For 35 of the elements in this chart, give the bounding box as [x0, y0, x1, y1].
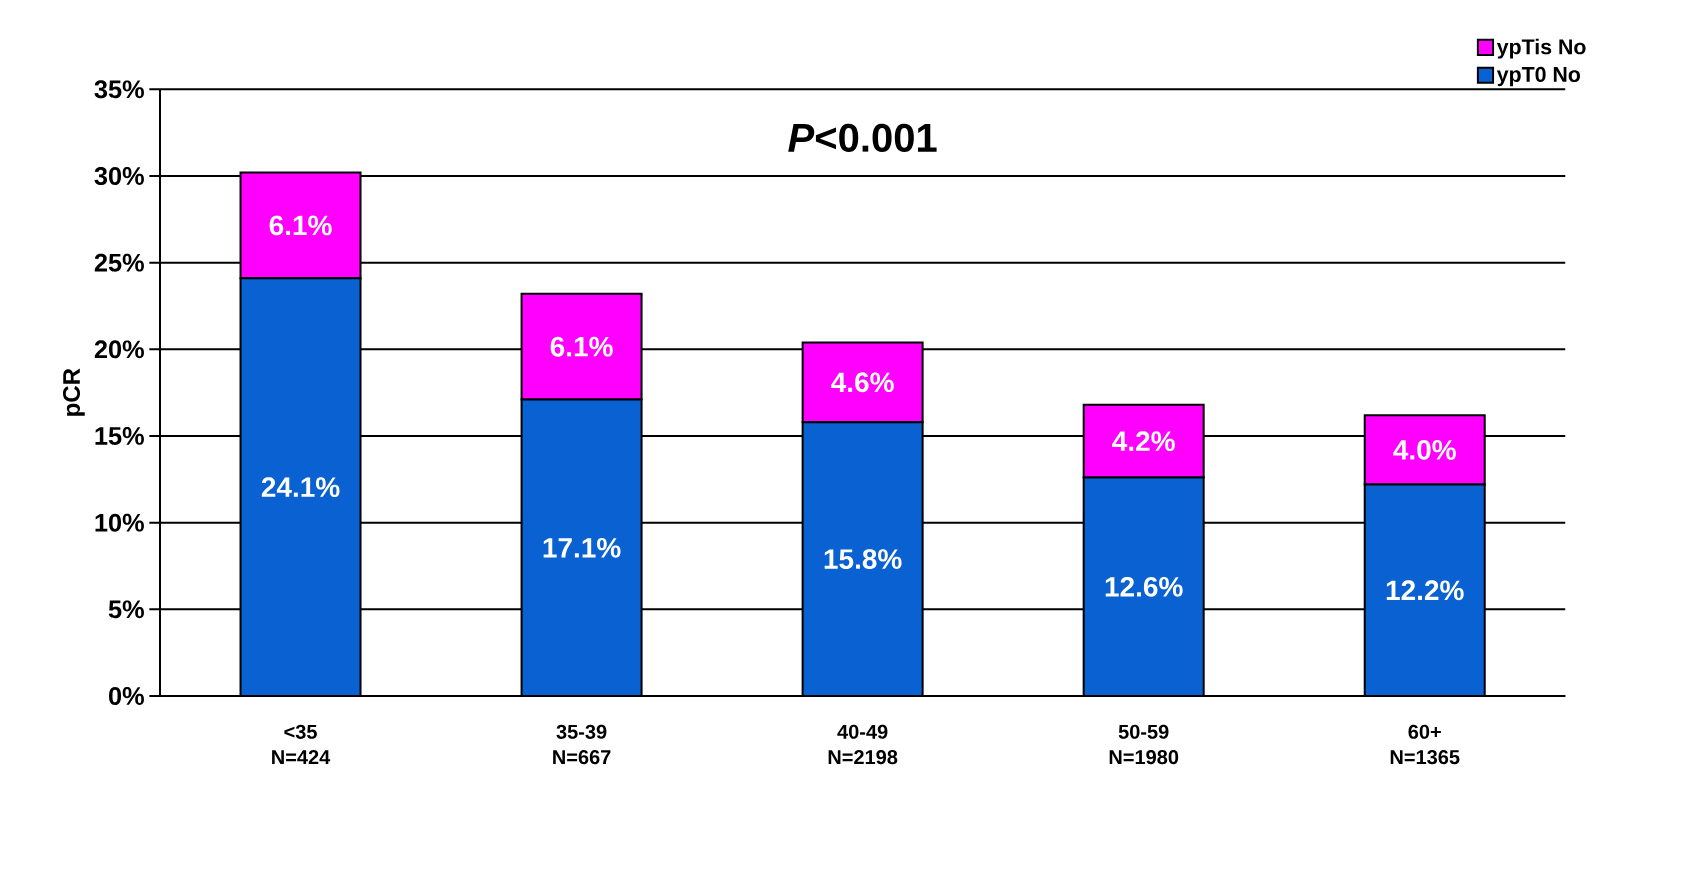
bar: [801, 341, 924, 423]
data-label: 6.1%: [269, 215, 332, 236]
bar: [520, 398, 643, 696]
y-tick-label: 15%: [95, 426, 144, 445]
y-tick-label: 0%: [109, 686, 144, 705]
x-tick-label: 50-59 N=1980: [1109, 724, 1179, 765]
data-label: 24.1%: [261, 477, 340, 497]
data-label: 4.6%: [831, 372, 894, 393]
y-tick-label: 5%: [108, 600, 144, 619]
bar: [239, 277, 362, 696]
data-label: 6.1%: [550, 336, 613, 357]
data-label: 15.8%: [824, 548, 902, 569]
y-tick-label: 20%: [94, 340, 144, 359]
y-tick-label: 35%: [94, 80, 144, 99]
data-label: 4.2%: [1112, 431, 1175, 451]
annotation: P<0.001: [788, 123, 937, 152]
data-label: 4.0%: [1393, 439, 1456, 460]
data-label: 12.2%: [1386, 580, 1464, 600]
bar: [1363, 483, 1486, 696]
x-tick-label: 40-49 N=2198: [828, 724, 898, 765]
data-label: 17.1%: [543, 537, 621, 558]
bar: [1082, 476, 1205, 696]
x-tick-label: <35 N=424: [272, 724, 331, 764]
bar: [1082, 403, 1205, 479]
x-tick-label: 35-39 N=667: [553, 724, 611, 765]
y-tick-label: 25%: [94, 253, 144, 272]
legend-label: ypT0 No: [1496, 66, 1581, 86]
legend-label: ypTis No: [1496, 38, 1586, 59]
data-label: 12.6%: [1105, 576, 1183, 597]
y-tick-label: 10%: [95, 513, 144, 532]
x-tick-label: 60+ N=1365: [1390, 724, 1460, 765]
bar: [801, 420, 924, 696]
bar: [520, 292, 643, 401]
y-axis-title: pCR: [63, 368, 85, 416]
y-tick-label: 30%: [94, 166, 144, 185]
